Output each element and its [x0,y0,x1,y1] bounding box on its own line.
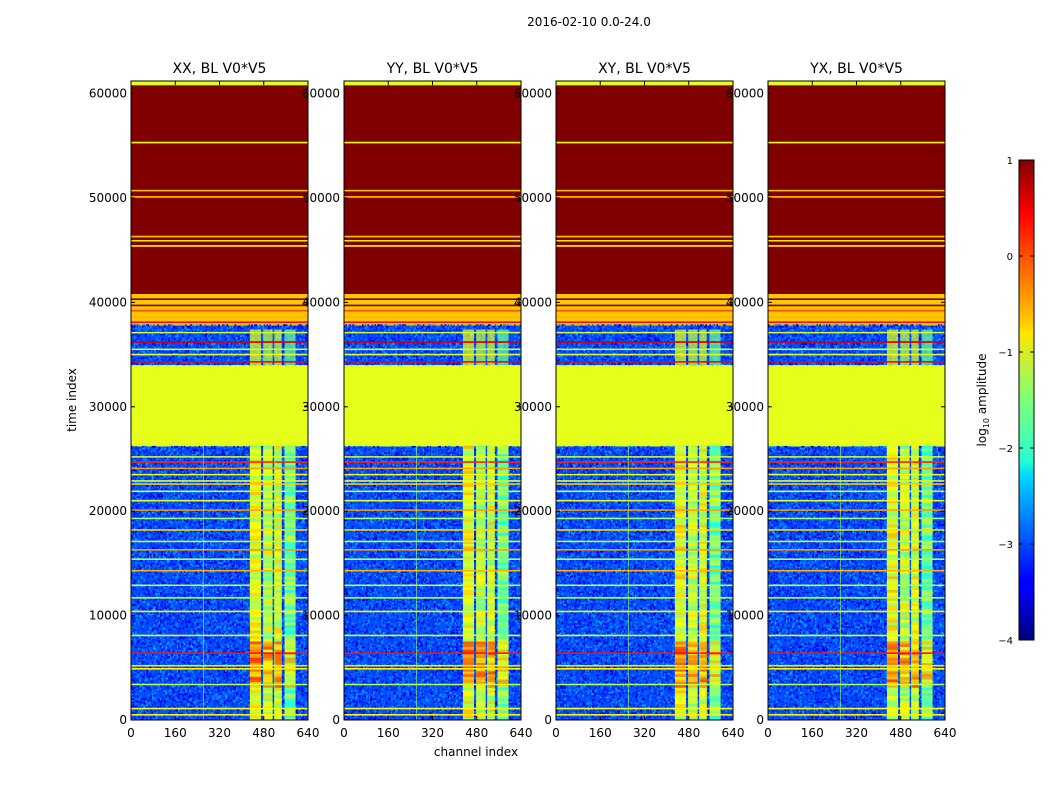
channel-band [263,329,273,365]
region-1 [344,365,521,447]
x-tick-label: 320 [421,726,444,740]
y-tick-label: 20000 [514,504,552,518]
y-tick-label: 30000 [302,400,340,414]
x-tick-label: 0 [340,726,348,740]
x-tick-label: 320 [633,726,656,740]
y-tick-label: 10000 [302,609,340,623]
y-tick-label: 20000 [726,504,764,518]
channel-band [900,329,910,365]
y-tick-label: 10000 [89,609,127,623]
y-tick-label: 10000 [726,609,764,623]
y-tick-label: 40000 [726,295,764,309]
y-tick-label: 40000 [89,295,127,309]
y-tick-label: 0 [119,713,127,727]
y-tick-label: 20000 [302,504,340,518]
x-tick-label: 320 [845,726,868,740]
channel-band [921,329,933,365]
panel-title: XX, BL V0*V5 [173,61,267,77]
y-tick-label: 60000 [302,87,340,101]
channel-band [688,329,698,365]
colorbar-tick-label: −2 [998,444,1013,455]
colorbar-tick-label: −3 [998,540,1013,551]
x-tick-label: 640 [510,726,533,740]
panel-3: YX, BL V0*V5 0 160 320 480 640 0 10000 20000 3000… [726,61,957,740]
region-1 [131,365,308,447]
x-tick-label: 480 [677,726,700,740]
region-4 [768,85,945,294]
x-tick-label: 160 [164,726,187,740]
channel-band [249,329,261,365]
panels: XX, BL V0*V5 0 160 320 480 640 0 10000 20000 3000… [89,61,957,740]
y-tick-label: 0 [332,713,340,727]
x-tick-label: 480 [252,726,275,740]
region-4 [131,85,308,294]
y-tick-label: 30000 [726,400,764,414]
channel-band [462,329,474,365]
channel-band [487,329,495,365]
channel-band [284,329,296,365]
panel-title: XY, BL V0*V5 [598,61,691,77]
x-axis-label: channel index [434,745,518,759]
y-tick-label: 50000 [302,191,340,205]
colorbar-tick-label: −4 [998,636,1013,647]
channel-band [699,329,707,365]
y-tick-label: 60000 [726,87,764,101]
colorbar-tick-label: 0 [1007,252,1013,263]
x-tick-label: 0 [552,726,560,740]
x-tick-label: 0 [764,726,772,740]
y-tick-label: 0 [756,713,764,727]
colorbar-label: log10 amplitude [975,354,991,447]
channel-band [674,329,686,365]
y-tick-label: 60000 [89,87,127,101]
figure-suptitle: 2016-02-10 0.0-24.0 [527,15,651,29]
region-1 [768,365,945,447]
channel-band [476,329,486,365]
x-tick-label: 160 [589,726,612,740]
panel-title: YX, BL V0*V5 [809,61,903,77]
y-tick-label: 30000 [89,400,127,414]
colorbar-gradient [1018,159,1035,641]
channel-band [886,329,898,365]
region-4 [344,85,521,294]
channel-band [709,329,721,365]
colorbar: 1 0 −1 −2 −3 −4 log10 amplitude [975,156,1035,647]
x-tick-label: 480 [889,726,912,740]
x-tick-label: 640 [297,726,320,740]
panel-2: XY, BL V0*V5 0 160 320 480 640 0 10000 20000 3000… [514,61,745,740]
channel-band [274,329,282,365]
y-tick-label: 60000 [514,87,552,101]
y-tick-label: 10000 [514,609,552,623]
panel-title: YY, BL V0*V5 [386,61,479,77]
x-tick-label: 0 [127,726,135,740]
y-tick-label: 50000 [726,191,764,205]
colorbar-tick-label: −1 [998,348,1013,359]
region-1 [556,365,733,447]
y-tick-label: 20000 [89,504,127,518]
y-tick-label: 40000 [514,295,552,309]
panel-1: YY, BL V0*V5 0 160 320 480 640 0 10000 20000 3000… [302,61,533,740]
x-tick-label: 160 [801,726,824,740]
y-tick-label: 0 [544,713,552,727]
y-tick-label: 50000 [514,191,552,205]
channel-band [911,329,919,365]
region-4 [556,85,733,294]
x-tick-label: 640 [934,726,957,740]
x-tick-label: 320 [208,726,231,740]
y-axis-label: time index [65,368,79,432]
y-tick-label: 50000 [89,191,127,205]
colorbar-tick-label: 1 [1007,156,1013,167]
channel-band [497,329,509,365]
y-tick-label: 40000 [302,295,340,309]
x-tick-label: 160 [377,726,400,740]
x-tick-label: 480 [465,726,488,740]
panel-0: XX, BL V0*V5 0 160 320 480 640 0 10000 20000 3000… [89,61,320,740]
y-tick-label: 30000 [514,400,552,414]
x-tick-label: 640 [722,726,745,740]
